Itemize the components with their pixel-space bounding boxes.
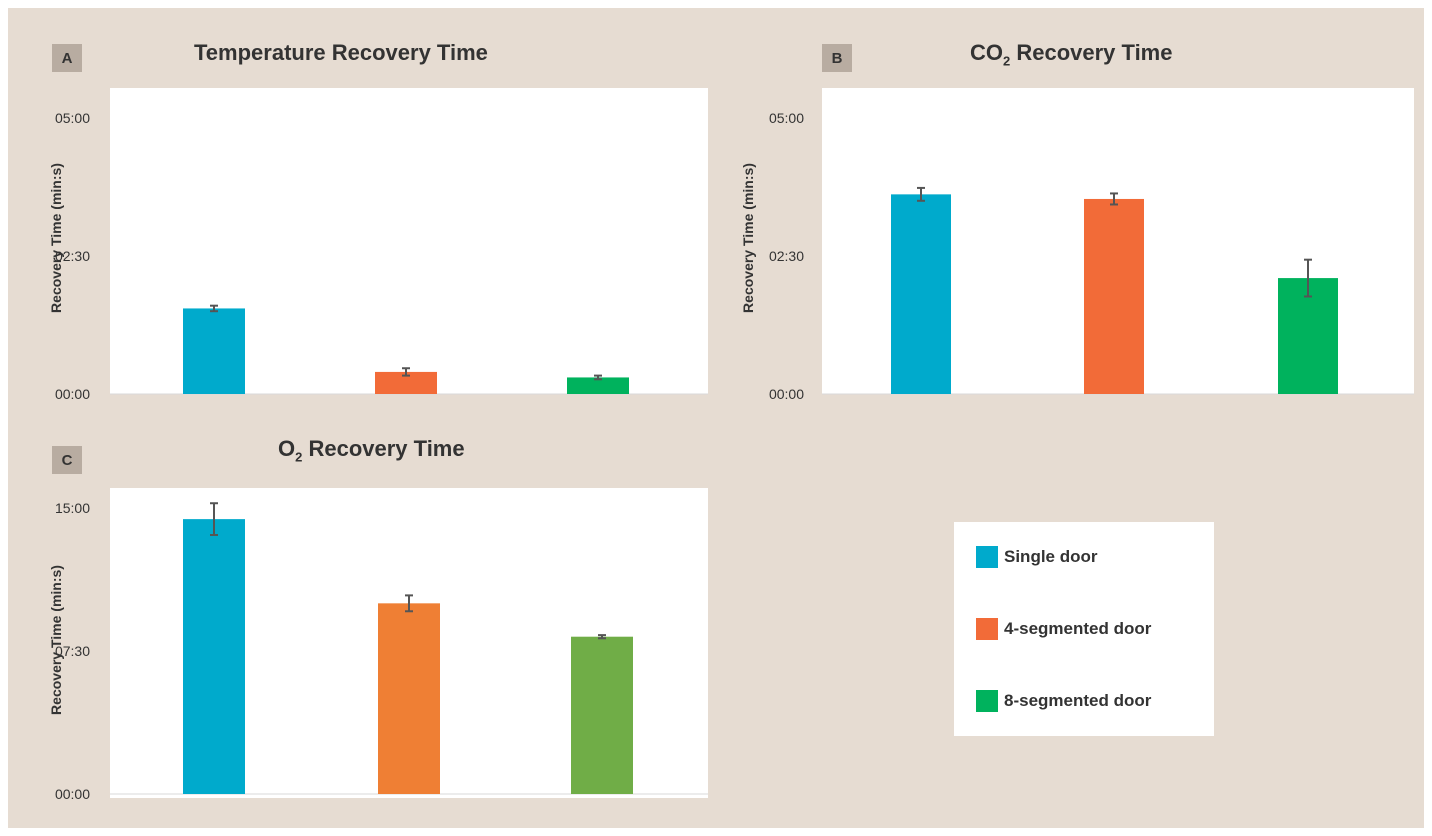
- panel-c-error-bar-8-segmented-door: [598, 634, 606, 640]
- panel-a-ytick-label: 05:00: [55, 110, 90, 126]
- panel-a-bar-4-segmented-door: [375, 371, 437, 394]
- panel-letter-b: B: [822, 44, 852, 72]
- panel-a-ytick-label: 02:30: [55, 248, 90, 264]
- panel-b-ytick-label: 00:00: [769, 386, 804, 402]
- legend-item-4-segmented-door: 4-segmented door: [976, 618, 1151, 640]
- panel-c-title: O2 Recovery Time: [278, 436, 465, 464]
- legend-swatch-4-segmented-door: [976, 618, 998, 640]
- panel-c-bar-4-segmented-door: [378, 603, 440, 794]
- panel-b-ytick-label: 02:30: [769, 248, 804, 264]
- panel-b-title: CO2 Recovery Time: [970, 40, 1172, 68]
- panel-c-ytick-label: 00:00: [55, 786, 90, 802]
- panel-a-bar-single-door: [183, 308, 245, 394]
- panel-b-error-bar-4-segmented-door: [1110, 192, 1118, 206]
- panel-a-chart: 00:00 02:30 05:00: [55, 110, 708, 402]
- legend-item-single-door: Single door: [976, 546, 1098, 568]
- legend-item-8-segmented-door: 8-segmented door: [976, 690, 1151, 712]
- panel-b-error-bar-single-door: [917, 186, 925, 202]
- panel-b-error-bar-8-segmented-door: [1304, 258, 1312, 298]
- panel-a-ytick-label: 00:00: [55, 386, 90, 402]
- panel-c-title-sub: 2: [295, 449, 303, 465]
- panel-b-bar-4-segmented-door: [1084, 198, 1144, 394]
- panel-c-error-bar-single-door: [210, 502, 218, 537]
- panel-c-error-bar-4-segmented-door: [405, 594, 413, 613]
- panel-b-chart: 00:00 02:30 05:00: [769, 110, 1414, 402]
- figure: A Temperature Recovery Time Recovery Tim…: [8, 8, 1424, 828]
- legend: Single door 4-segmented door 8-segmented…: [954, 522, 1214, 736]
- panel-c-ytick-label: 07:30: [55, 643, 90, 659]
- panel-c-bar-single-door: [183, 519, 245, 794]
- panel-c-bar-8-segmented-door: [571, 636, 633, 794]
- panel-b-ytick-label: 05:00: [769, 110, 804, 126]
- panel-letter-c: C: [52, 446, 82, 474]
- panel-c-title-rest: Recovery Time: [302, 436, 465, 461]
- panel-a-error-bar-4-segmented-door: [402, 367, 410, 377]
- panel-b-bar-single-door: [891, 194, 951, 394]
- legend-label-8-segmented-door: 8-segmented door: [1004, 691, 1152, 710]
- panel-b-title-main: CO: [970, 40, 1003, 65]
- panel-b-title-rest: Recovery Time: [1010, 40, 1173, 65]
- panel-a-error-bar-single-door: [210, 304, 218, 313]
- panel-c-ytick-label: 15:00: [55, 500, 90, 516]
- legend-swatch-8-segmented-door: [976, 690, 998, 712]
- legend-swatch-single-door: [976, 546, 998, 568]
- panel-a-bar-8-segmented-door: [567, 377, 629, 394]
- legend-label-4-segmented-door: 4-segmented door: [1004, 619, 1152, 638]
- legend-label-single-door: Single door: [1004, 547, 1098, 566]
- panel-c-chart: 00:00 07:30 15:00: [55, 500, 708, 802]
- panel-c-title-main: O: [278, 436, 296, 461]
- panel-a-title: Temperature Recovery Time: [194, 40, 488, 65]
- panel-b-title-sub: 2: [1003, 53, 1011, 69]
- panel-a-error-bar-8-segmented-door: [594, 374, 602, 381]
- panel-letter-a: A: [52, 44, 82, 72]
